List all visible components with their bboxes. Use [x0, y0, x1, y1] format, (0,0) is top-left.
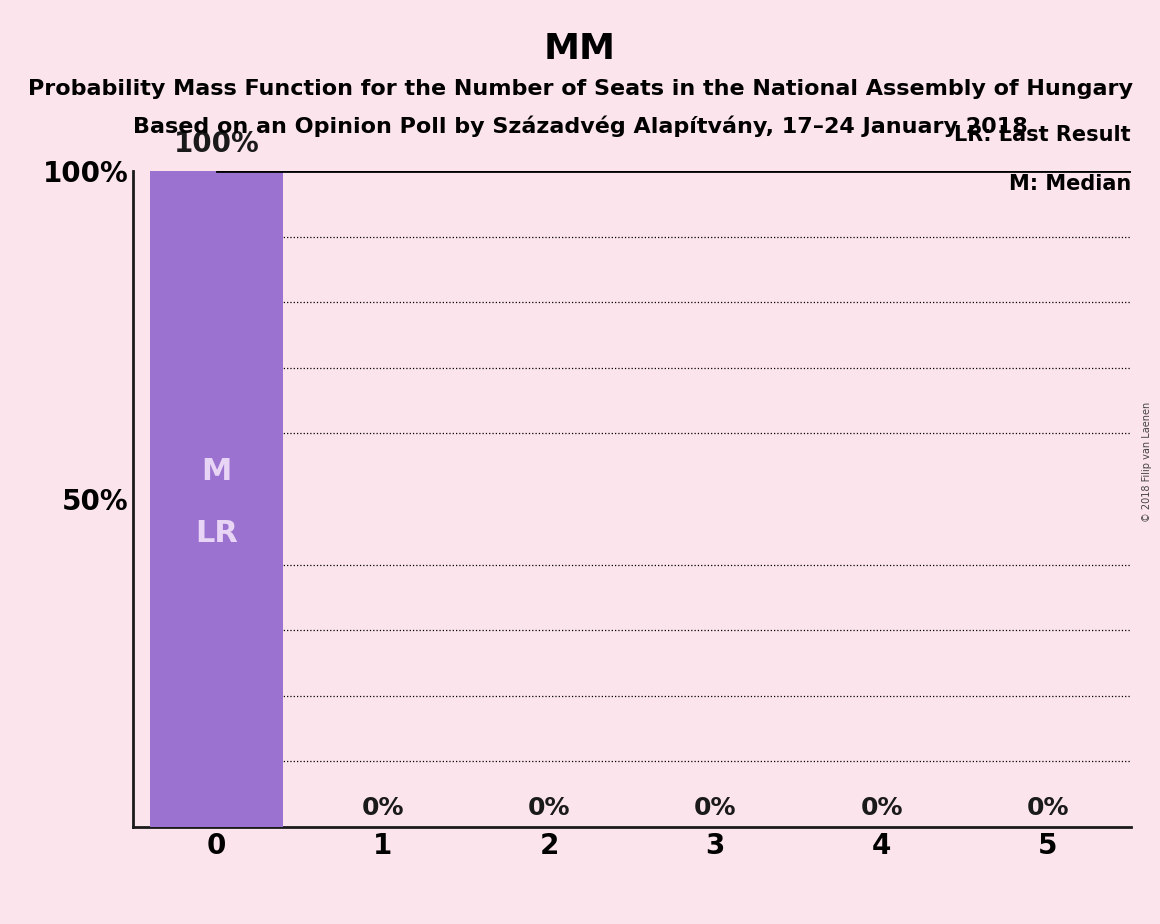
Text: 0%: 0%: [1027, 796, 1070, 821]
Text: MM: MM: [544, 32, 616, 67]
Text: © 2018 Filip van Laenen: © 2018 Filip van Laenen: [1141, 402, 1152, 522]
Text: M: Median: M: Median: [1009, 175, 1131, 194]
Text: 0%: 0%: [362, 796, 404, 821]
Text: 100%: 100%: [174, 129, 260, 158]
Text: LR: Last Result: LR: Last Result: [955, 125, 1131, 145]
Text: 0%: 0%: [694, 796, 737, 821]
Text: Probability Mass Function for the Number of Seats in the National Assembly of Hu: Probability Mass Function for the Number…: [28, 79, 1132, 99]
Text: 0%: 0%: [861, 796, 902, 821]
Text: Based on an Opinion Poll by Századvég Alapítvány, 17–24 January 2018: Based on an Opinion Poll by Századvég Al…: [132, 116, 1028, 137]
Text: M: M: [202, 456, 232, 486]
Bar: [150, 171, 283, 827]
Text: 0%: 0%: [528, 796, 571, 821]
Text: LR: LR: [195, 518, 238, 548]
